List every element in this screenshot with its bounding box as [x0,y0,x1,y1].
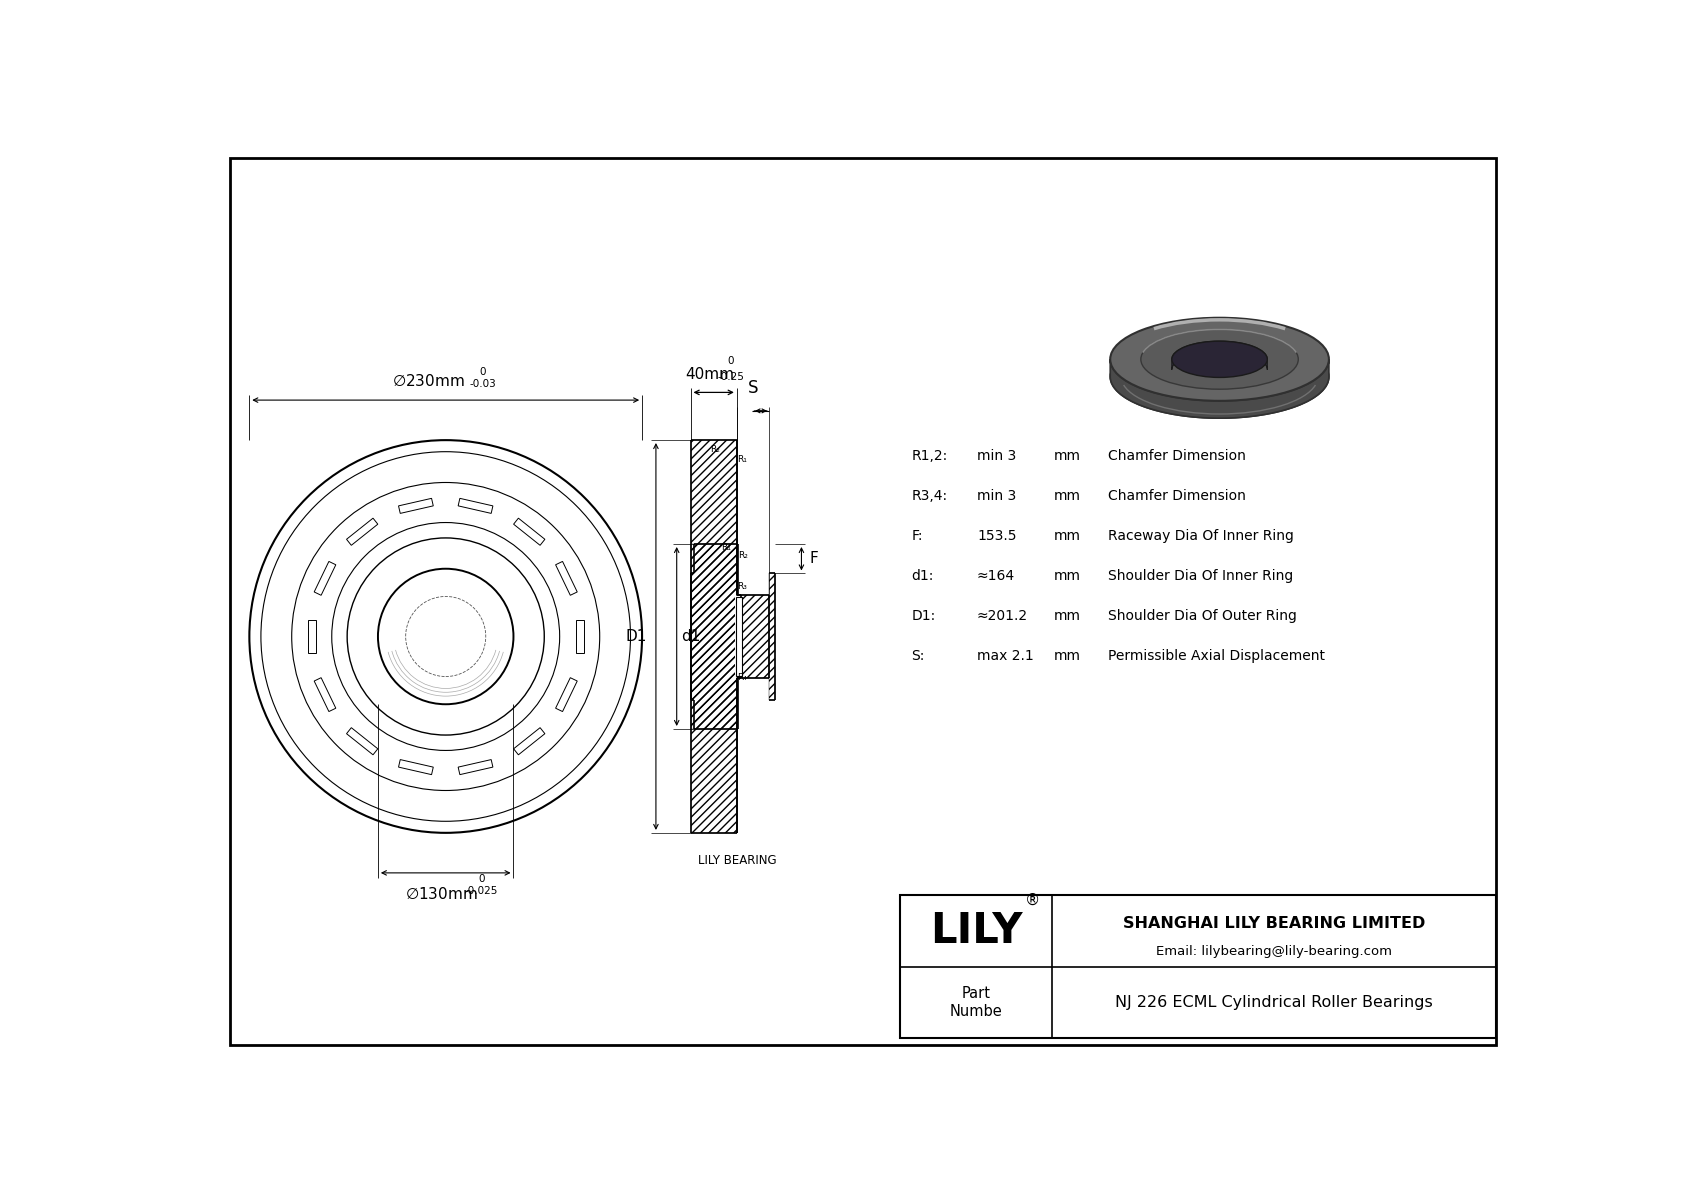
Text: S:: S: [911,649,925,662]
Text: d1:: d1: [911,568,935,582]
Bar [899,896,1495,1039]
Ellipse shape [1110,335,1329,418]
Text: R₁: R₁ [738,455,746,463]
Bar [690,441,738,833]
Text: mm: mm [1054,568,1081,582]
Bar [736,597,739,676]
Text: D1:: D1: [911,609,936,623]
Text: mm: mm [1054,488,1081,503]
Text: S: S [748,379,758,397]
Text: mm: mm [1054,449,1081,462]
Bar [347,728,377,755]
Text: F:: F: [911,529,923,543]
Bar [514,728,546,755]
Text: ≈164: ≈164 [977,568,1015,582]
Text: Raceway Dia Of Inner Ring: Raceway Dia Of Inner Ring [1108,529,1293,543]
Text: 0: 0 [727,356,734,366]
Text: Chamfer Dimension: Chamfer Dimension [1108,488,1246,503]
Text: 153.5: 153.5 [977,529,1017,543]
Ellipse shape [1110,318,1329,401]
Polygon shape [1172,341,1268,369]
Text: $\varnothing$130mm: $\varnothing$130mm [406,886,478,902]
Text: NJ 226 ECML Cylindrical Roller Bearings: NJ 226 ECML Cylindrical Roller Bearings [1115,996,1433,1010]
Bar [458,498,493,513]
Text: Permissible Axial Displacement: Permissible Axial Displacement [1108,649,1325,662]
Text: -0.25: -0.25 [717,372,744,381]
Text: mm: mm [1054,609,1081,623]
Bar [736,597,743,675]
Text: -0.03: -0.03 [470,379,497,389]
Text: Email: lilybearing@lily-bearing.com: Email: lilybearing@lily-bearing.com [1157,944,1393,958]
Text: R₄: R₄ [738,673,748,682]
Text: max 2.1: max 2.1 [977,649,1034,662]
Bar [514,518,546,545]
Bar [315,678,335,711]
Text: $\varnothing$230mm: $\varnothing$230mm [392,373,465,389]
Text: ≈201.2: ≈201.2 [977,609,1029,623]
Bar [692,544,738,729]
Bar [315,561,335,596]
Text: d1: d1 [682,629,701,644]
Text: Part
Numbe: Part Numbe [950,986,1002,1018]
Bar [308,619,315,654]
Text: Shoulder Dia Of Inner Ring: Shoulder Dia Of Inner Ring [1108,568,1293,582]
Text: LILY BEARING: LILY BEARING [699,854,776,867]
Bar [399,498,433,513]
Text: R1,2:: R1,2: [911,449,948,462]
Bar [738,597,743,676]
Text: SHANGHAI LILY BEARING LIMITED: SHANGHAI LILY BEARING LIMITED [1123,916,1425,931]
Text: D1: D1 [625,629,647,644]
Text: 0: 0 [480,367,487,378]
Text: min 3: min 3 [977,488,1015,503]
Text: 40mm: 40mm [685,367,734,381]
Text: min 3: min 3 [977,449,1015,462]
Text: R₂: R₂ [738,551,748,560]
Text: ®: ® [1026,893,1041,908]
Ellipse shape [1172,341,1268,378]
Ellipse shape [1140,330,1298,389]
Text: R3,4:: R3,4: [911,488,948,503]
Bar [576,619,584,654]
Bar [770,573,775,699]
Text: Shoulder Dia Of Outer Ring: Shoulder Dia Of Outer Ring [1108,609,1297,623]
Bar [458,760,493,774]
Bar [556,561,578,596]
Text: 0: 0 [478,874,485,885]
Text: R₁: R₁ [721,543,731,553]
Text: R₃: R₃ [738,581,748,591]
Text: Chamfer Dimension: Chamfer Dimension [1108,449,1246,462]
Text: -0.025: -0.025 [465,886,498,896]
Text: mm: mm [1054,649,1081,662]
Bar [399,760,433,774]
Bar [738,596,770,678]
Bar [347,518,377,545]
Bar [556,678,578,711]
Polygon shape [1110,360,1329,418]
Text: mm: mm [1054,529,1081,543]
Text: F: F [808,551,818,566]
Text: R₂: R₂ [711,444,721,454]
Text: LILY: LILY [930,910,1022,952]
